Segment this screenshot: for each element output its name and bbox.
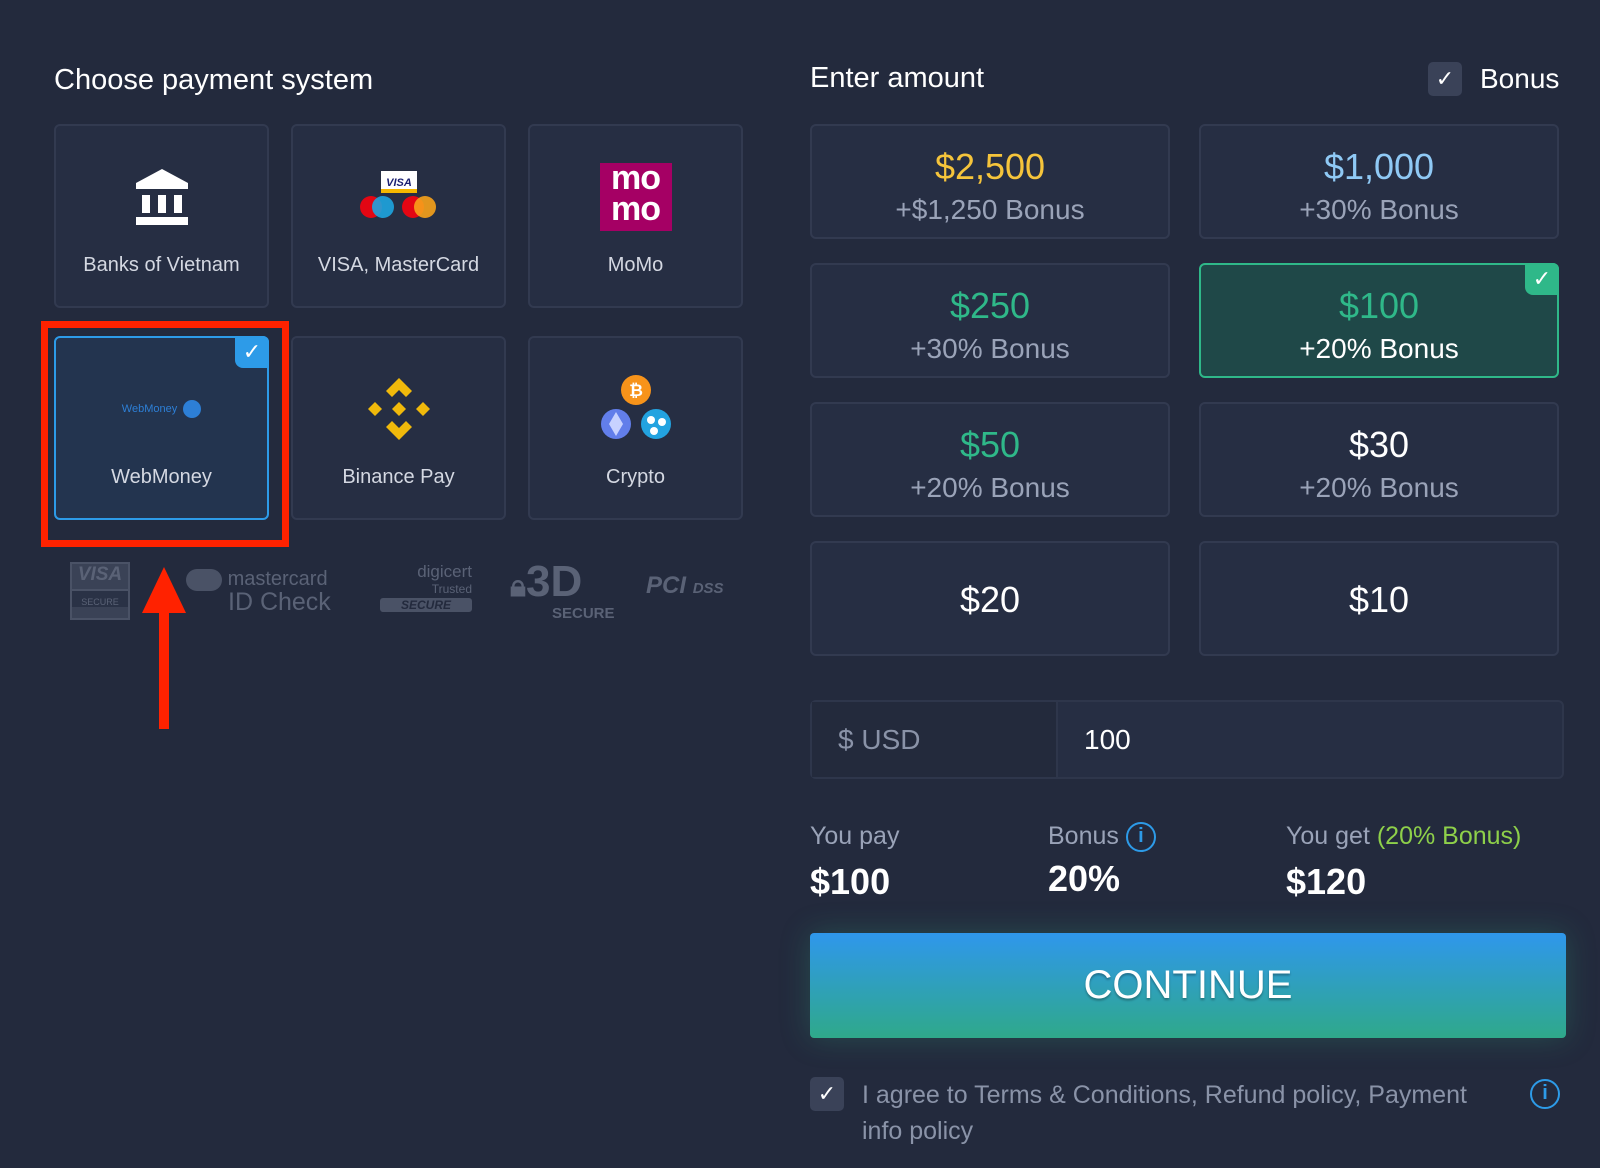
method-binance-pay[interactable]: Binance Pay [291,336,506,520]
amount-option[interactable]: $10 [1199,541,1559,656]
method-label: Binance Pay [342,466,455,488]
pci-dss-logo: PCI DSS [646,572,724,599]
check-icon: ✓ [1525,263,1559,295]
amount-option[interactable]: ✓ $100 +20% Bonus [1199,263,1559,378]
amount-option[interactable]: $30 +20% Bonus [1199,402,1559,517]
arrow-annotation [140,565,188,736]
amount-bonus: +30% Bonus [1299,194,1459,225]
amount-bonus: +20% Bonus [910,472,1070,503]
bonus-checkbox[interactable]: ✓ [1428,62,1462,96]
method-label: MoMo [607,254,664,276]
bonus-label: Bonus [1480,63,1560,94]
bonus-toggle[interactable]: ✓ Bonus [1428,62,1559,96]
method-visa-mastercard[interactable]: VISA VISA, MasterCard [291,124,506,308]
binance-icon [366,374,432,444]
method-label: Crypto [606,466,665,488]
amount-bonus: +20% Bonus [1299,333,1459,364]
amount-value: $50 [959,424,1021,465]
amount-input[interactable]: 100 [1084,724,1131,755]
amount-value: $20 [959,579,1021,620]
amount-option[interactable]: $20 [810,541,1170,656]
agreement: ✓ I agree to Terms & Conditions, Refund … [810,1077,1566,1149]
amount-value: $30 [1348,424,1410,465]
enter-amount-title: Enter amount [810,62,985,94]
method-label: Banks of Vietnam [83,254,240,276]
amount-bonus: +30% Bonus [910,333,1070,364]
agree-checkbox[interactable]: ✓ [810,1077,844,1111]
method-banks-of-vietnam[interactable]: Banks of Vietnam [54,124,269,308]
visa-secure-logo: VISA SECURE [70,562,130,620]
info-icon[interactable]: i [1530,1079,1560,1109]
3d-secure-logo: 🔒︎3D SECURE [510,557,615,622]
webmoney-logo: WebMoney [122,374,202,444]
mastercard-id-check-logo: mastercard ID Check [186,568,331,614]
momo-logo: mo mo [599,161,672,232]
agree-text[interactable]: I agree to Terms & Conditions, Refund po… [862,1081,1467,1145]
amount-value: $1,000 [1323,146,1435,187]
visa-mastercard-icon: VISA [359,162,439,232]
method-webmoney[interactable]: ✓ WebMoney WebMoney [54,336,269,520]
method-crypto[interactable]: ₿ Crypto [528,336,743,520]
amount-value: $250 [949,285,1031,326]
payment-system-title: Choose payment system [54,64,374,96]
svg-text:VISA: VISA [386,177,412,189]
amount-value: $2,500 [934,146,1046,187]
continue-button[interactable]: CONTINUE [810,933,1566,1038]
method-label: WebMoney [111,466,212,488]
check-icon: ✓ [235,336,269,368]
you-get: You get (20% Bonus) $120 [1286,822,1522,902]
amount-option[interactable]: $50 +20% Bonus [810,402,1170,517]
info-icon[interactable]: i [1125,822,1156,853]
amount-value: $10 [1348,579,1410,620]
svg-text:₿: ₿ [629,381,643,400]
bonus-summary: Bonus i 20% [1048,822,1156,900]
highlight-box [41,321,289,547]
crypto-icon: ₿ [596,374,676,444]
method-label: VISA, MasterCard [317,254,480,276]
you-pay: You pay $100 [810,822,900,902]
amount-option[interactable]: $250 +30% Bonus [810,263,1170,378]
amount-input-group: $ USD 100 [810,700,1564,779]
method-momo[interactable]: mo mo MoMo [528,124,743,308]
amount-option[interactable]: $2,500 +$1,250 Bonus [810,124,1170,239]
amount-bonus: +20% Bonus [1299,472,1459,503]
amount-value: $100 [1338,285,1420,326]
digicert-logo: digicert Trusted SECURE [380,562,472,612]
amount-option[interactable]: $1,000 +30% Bonus [1199,124,1559,239]
currency-label: $ USD [812,702,1058,777]
amount-bonus: +$1,250 Bonus [895,194,1085,225]
bank-icon [134,162,190,232]
